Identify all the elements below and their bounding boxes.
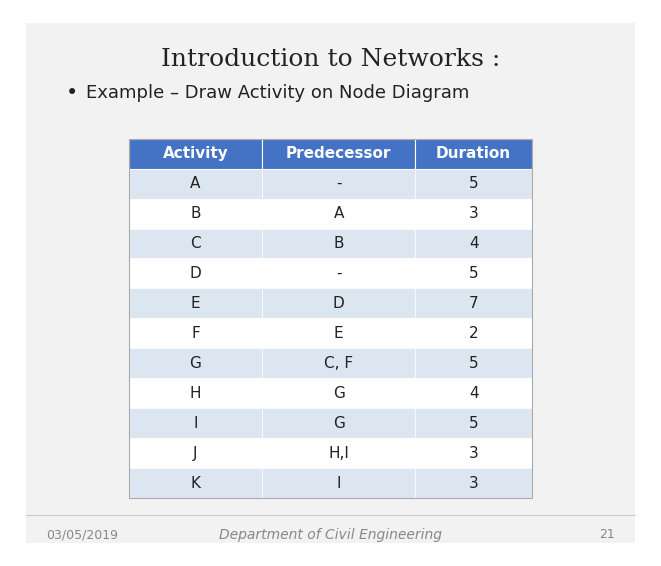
Bar [129,408,262,438]
Text: H,I: H,I [328,445,349,461]
Text: 5: 5 [469,415,479,431]
Bar [415,289,532,318]
Bar [262,139,415,169]
Bar [262,348,415,378]
Text: 3: 3 [469,206,479,221]
Text: 7: 7 [469,296,479,311]
Bar [415,318,532,348]
Bar [415,199,532,229]
Text: 3: 3 [469,445,479,461]
Bar [262,468,415,498]
Text: I: I [336,475,341,491]
Text: -: - [336,266,341,281]
Bar [415,408,532,438]
Text: E: E [334,326,343,341]
Bar [129,199,262,229]
Text: 4: 4 [469,236,479,251]
Text: Department of Civil Engineering: Department of Civil Engineering [219,528,442,542]
Bar [129,318,262,348]
Bar [129,139,262,169]
Text: G: G [332,415,344,431]
Text: E: E [190,296,200,311]
Text: 03/05/2019: 03/05/2019 [46,529,118,541]
Text: 4: 4 [469,386,479,401]
Bar [415,348,532,378]
Text: 5: 5 [469,266,479,281]
Text: D: D [190,266,202,281]
Bar [262,199,415,229]
Text: -: - [336,176,341,191]
Bar [415,468,532,498]
Bar [262,318,415,348]
Text: G: G [332,386,344,401]
Bar [415,229,532,259]
Text: D: D [332,296,344,311]
Bar [129,289,262,318]
Bar [415,169,532,199]
Bar [129,229,262,259]
Text: H: H [190,386,201,401]
Bar [415,438,532,468]
Bar [129,348,262,378]
Text: Example – Draw Activity on Node Diagram: Example – Draw Activity on Node Diagram [86,84,469,102]
Bar [129,169,262,199]
Text: B: B [333,236,344,251]
Text: C, F: C, F [324,356,353,371]
Bar [129,139,532,498]
Text: A: A [190,176,200,191]
Text: Introduction to Networks :: Introduction to Networks : [161,48,500,71]
Bar [262,438,415,468]
Bar [262,229,415,259]
Text: B: B [190,206,201,221]
Bar [415,259,532,289]
Text: K: K [190,475,200,491]
Text: Duration: Duration [436,146,511,161]
Bar [415,378,532,408]
Text: Predecessor: Predecessor [286,146,391,161]
Bar [262,169,415,199]
Text: 5: 5 [469,176,479,191]
Text: C: C [190,236,201,251]
Bar [262,408,415,438]
Text: G: G [190,356,202,371]
Bar [129,378,262,408]
Bar [415,139,532,169]
Text: •: • [66,83,79,104]
Text: Activity: Activity [163,146,228,161]
Bar [129,468,262,498]
Text: 2: 2 [469,326,479,341]
Bar [129,438,262,468]
Bar [262,289,415,318]
Text: F: F [191,326,200,341]
Bar [129,259,262,289]
Bar [262,378,415,408]
Text: 21: 21 [599,529,615,541]
Bar [262,259,415,289]
Text: 5: 5 [469,356,479,371]
Text: I: I [193,415,198,431]
Text: J: J [193,445,198,461]
Text: A: A [333,206,344,221]
Text: 3: 3 [469,475,479,491]
